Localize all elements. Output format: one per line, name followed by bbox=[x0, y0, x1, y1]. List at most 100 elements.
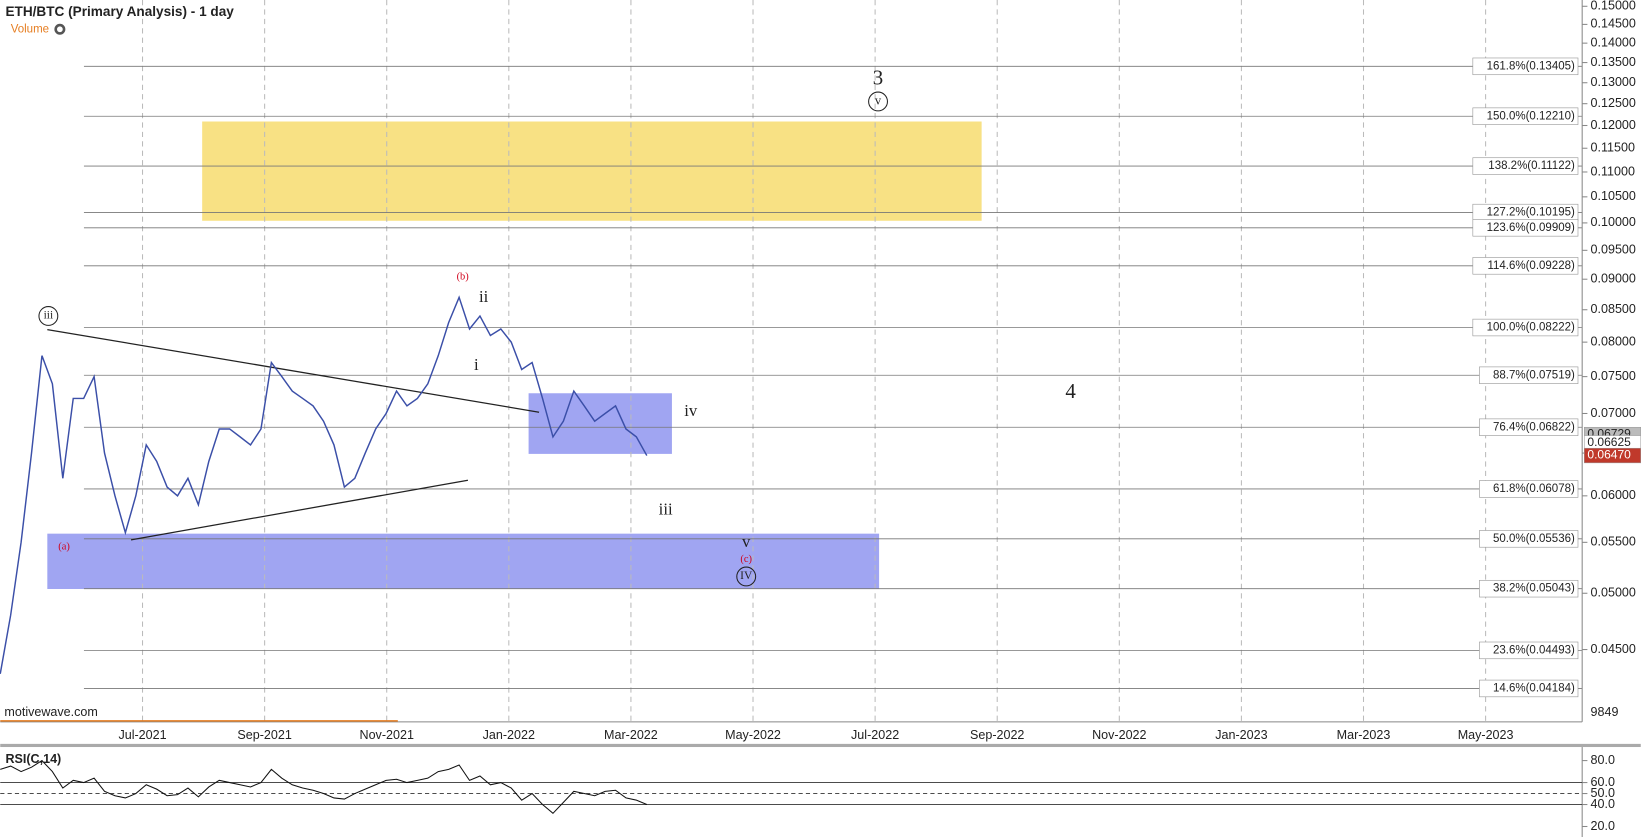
x-tick-label: Mar-2022 bbox=[604, 728, 658, 742]
fib-label: 14.6%(0.04184) bbox=[1493, 682, 1575, 694]
y-tick-label: 0.10000 bbox=[1591, 215, 1636, 229]
fib-label-box bbox=[1472, 157, 1579, 175]
wave-label: (a) bbox=[58, 542, 70, 553]
fib-label-box bbox=[1479, 418, 1579, 436]
wave-label: 3 bbox=[873, 65, 883, 89]
y-tick-label: 0.07000 bbox=[1591, 406, 1636, 420]
price-tag-label: 0.06470 bbox=[1587, 448, 1631, 462]
x-tick-label: Mar-2023 bbox=[1337, 728, 1391, 742]
wave-circle bbox=[868, 91, 888, 112]
y-tick-label: 0.09500 bbox=[1591, 243, 1636, 257]
panel-divider bbox=[0, 743, 1641, 748]
y-tick-label: 0.09000 bbox=[1591, 272, 1636, 286]
wave-label: iii bbox=[44, 310, 54, 322]
rsi-tick-label: 80.0 bbox=[1591, 753, 1615, 767]
fib-label-box bbox=[1479, 679, 1579, 698]
wave-label: v bbox=[742, 532, 751, 551]
y-tick-label: 0.10500 bbox=[1591, 189, 1636, 203]
x-tick-label: Jan-2022 bbox=[483, 728, 535, 742]
y-tick-label: 0.13500 bbox=[1591, 55, 1636, 69]
volume-tick-label: 9849 bbox=[1591, 705, 1619, 719]
wave-label: iv bbox=[684, 401, 698, 420]
rsi-title: RSI(C,14) bbox=[5, 752, 61, 766]
x-tick-label: Sep-2021 bbox=[237, 728, 291, 742]
fib-label-box bbox=[1479, 530, 1579, 548]
rsi-tick-label: 40.0 bbox=[1591, 797, 1615, 811]
rsi-tick-label: 60.0 bbox=[1591, 775, 1615, 789]
wave-circle bbox=[736, 566, 757, 587]
y-tick-label: 0.08000 bbox=[1591, 334, 1636, 348]
y-tick-label: 0.11500 bbox=[1591, 141, 1635, 155]
y-tick-label: 0.07500 bbox=[1591, 369, 1636, 383]
chart-title: ETH/BTC (Primary Analysis) - 1 day bbox=[5, 4, 234, 19]
zones bbox=[47, 121, 982, 589]
trendline bbox=[47, 328, 540, 413]
x-tick-label: May-2023 bbox=[1458, 728, 1514, 742]
fib-label: 114.6%(0.09228) bbox=[1487, 260, 1575, 272]
x-tick-label: May-2022 bbox=[725, 728, 781, 742]
x-tick-label: Jul-2021 bbox=[118, 728, 166, 742]
fib-label-box bbox=[1479, 480, 1579, 498]
wave-label: 4 bbox=[1065, 379, 1076, 403]
y-tick-label: 0.06000 bbox=[1591, 488, 1636, 502]
grid bbox=[83, 0, 1583, 722]
x-tick-label: Nov-2022 bbox=[1092, 728, 1146, 742]
fib-label-box bbox=[1479, 366, 1579, 384]
plot bbox=[0, 295, 648, 674]
zone bbox=[47, 533, 880, 589]
fib-label: 161.8%(0.13405) bbox=[1487, 60, 1575, 72]
x-tick-label: Nov-2021 bbox=[360, 728, 414, 742]
y-tick-label: 0.15000 bbox=[1591, 0, 1636, 13]
price-line bbox=[0, 295, 648, 674]
fib-label: 100.0%(0.08222) bbox=[1487, 322, 1575, 334]
fib-label: 127.2%(0.10195) bbox=[1487, 207, 1575, 219]
y-tick-label: 0.13000 bbox=[1591, 75, 1636, 89]
fib-label-box bbox=[1472, 107, 1579, 125]
y-tick-label: 0.04500 bbox=[1591, 642, 1636, 656]
y-tick-label: 0.08500 bbox=[1591, 302, 1636, 316]
watermark: motivewave.com bbox=[4, 705, 97, 719]
y-tick-label: 0.12000 bbox=[1591, 118, 1636, 132]
rsi-tick-label: 50.0 bbox=[1591, 786, 1615, 800]
y-tick-label: 0.11000 bbox=[1591, 164, 1635, 178]
fib-label-box bbox=[1472, 318, 1579, 337]
wave-label: IV bbox=[740, 570, 753, 582]
wave-label: (c) bbox=[740, 554, 752, 565]
fib-label-box bbox=[1472, 57, 1579, 76]
fib-label: 61.8%(0.06078) bbox=[1493, 483, 1575, 495]
fib-label: 150.0%(0.12210) bbox=[1487, 110, 1575, 122]
zone bbox=[528, 393, 672, 454]
fib-label: 23.6%(0.04493) bbox=[1493, 644, 1575, 656]
volume-label: Volume bbox=[11, 23, 49, 35]
settings-icon[interactable] bbox=[54, 23, 66, 35]
fib-label-box bbox=[1472, 219, 1579, 237]
x-tick-label: Sep-2022 bbox=[970, 728, 1024, 742]
zone bbox=[202, 121, 982, 221]
y-tick-label: 0.14500 bbox=[1591, 17, 1636, 31]
wave-label: ii bbox=[479, 287, 489, 306]
y-tick-label: 0.05500 bbox=[1591, 535, 1636, 549]
fib-label: 88.7%(0.07519) bbox=[1493, 369, 1575, 381]
rsi-tick-label: 20.0 bbox=[1591, 819, 1615, 833]
fib-label: 123.6%(0.09909) bbox=[1487, 222, 1575, 234]
wave-circle bbox=[38, 306, 59, 326]
fib-label: 76.4%(0.06822) bbox=[1493, 421, 1575, 433]
rsi-line bbox=[0, 759, 648, 815]
fib-label: 50.0%(0.05536) bbox=[1493, 533, 1575, 545]
price-tag-label: 0.06625 bbox=[1587, 435, 1631, 449]
wave-label: v bbox=[875, 93, 882, 107]
wave-label: (b) bbox=[457, 272, 470, 283]
y-tick-label: 0.14000 bbox=[1591, 35, 1636, 49]
fib-label: 38.2%(0.05043) bbox=[1493, 583, 1575, 595]
y-tick-label: 0.05000 bbox=[1591, 586, 1636, 600]
y-tick-label: 0.12500 bbox=[1591, 96, 1636, 110]
fib-label-box bbox=[1479, 641, 1579, 660]
x-tick-label: Jan-2023 bbox=[1215, 728, 1267, 742]
fib-label-box bbox=[1479, 579, 1579, 598]
trendline bbox=[130, 479, 469, 541]
fib-label: 138.2%(0.11122) bbox=[1488, 160, 1575, 172]
wave-label: iii bbox=[659, 499, 673, 518]
fib-label-box bbox=[1472, 257, 1579, 275]
x-tick-label: Jul-2022 bbox=[851, 728, 899, 742]
